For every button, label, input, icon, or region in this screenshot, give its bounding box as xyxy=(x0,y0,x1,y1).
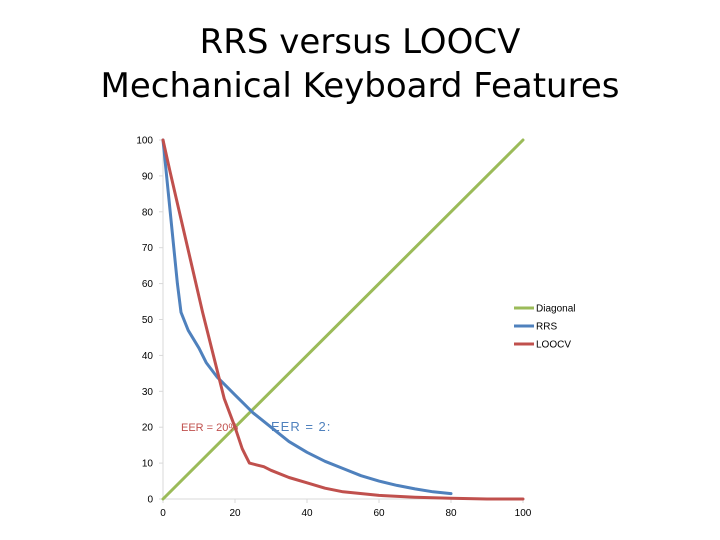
eer-annotation-1: EER = 20% xyxy=(181,422,238,434)
y-tick-label: 50 xyxy=(142,315,154,326)
title-line-2: Mechanical Keyboard Features xyxy=(100,66,620,106)
series-group xyxy=(161,138,525,501)
x-tick-label: 100 xyxy=(515,508,532,519)
eer-annotation-2: EER = 2: xyxy=(271,419,331,434)
y-tick-label: 100 xyxy=(136,136,153,147)
legend-label-diagonal: Diagonal xyxy=(536,304,575,315)
y-tick-label: 70 xyxy=(142,243,154,254)
y-tick-label: 0 xyxy=(147,495,153,506)
x-tick-label: 20 xyxy=(229,508,241,519)
annotations: EER = 20% EER = 2: xyxy=(181,419,331,434)
chart-title: RRS versus LOOCV Mechanical Keyboard Fea… xyxy=(0,20,720,108)
legend-label-rrs: RRS xyxy=(536,322,557,333)
x-tick-label: 60 xyxy=(373,508,385,519)
legend: Diagonal RRS LOOCV xyxy=(514,304,575,351)
y-tick-label: 40 xyxy=(142,351,154,362)
x-tick-label: 0 xyxy=(160,508,166,519)
y-tick-label: 80 xyxy=(142,207,154,218)
y-tick-label: 90 xyxy=(142,171,154,182)
series-line-diagonal xyxy=(161,138,525,501)
y-tick-label: 30 xyxy=(142,387,154,398)
y-tick-label: 20 xyxy=(142,423,154,434)
y-tick-label: 60 xyxy=(142,279,154,290)
legend-label-loocv: LOOCV xyxy=(536,340,571,351)
x-tick-label: 40 xyxy=(301,508,313,519)
title-line-1: RRS versus LOOCV xyxy=(199,22,521,62)
y-tick-label: 10 xyxy=(142,459,154,470)
x-tick-label: 80 xyxy=(445,508,457,519)
series-line-loocv xyxy=(161,138,525,501)
series-line-rrs xyxy=(161,138,453,496)
